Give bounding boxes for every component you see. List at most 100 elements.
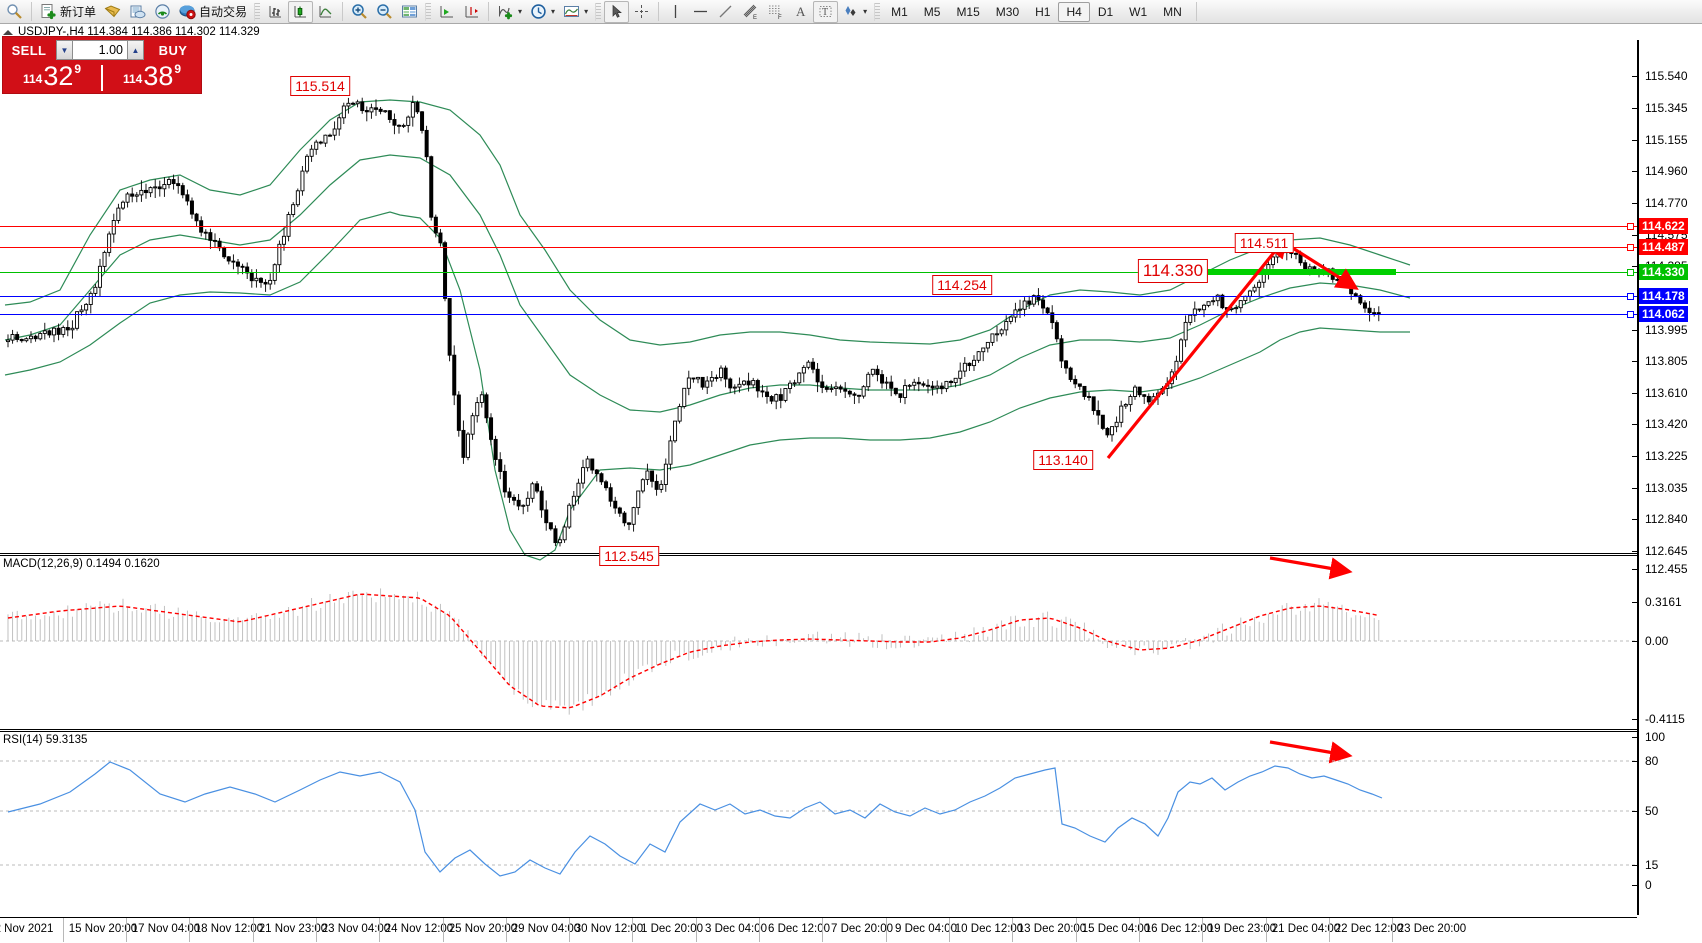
- one-click-trading-panel[interactable]: SELL ▼ 1.00 ▲ BUY 114 32 9 114 38 9: [2, 36, 202, 94]
- volume-decrement-button[interactable]: ▼: [56, 40, 73, 60]
- data-window-icon[interactable]: [397, 1, 422, 23]
- time-axis-tick-label: 13 Dec 20:00: [1017, 923, 1087, 935]
- text-label-icon[interactable]: T: [813, 0, 839, 23]
- candlestick-chart-icon[interactable]: [288, 0, 314, 23]
- sell-price[interactable]: 114 32 9: [3, 61, 101, 93]
- symbol-quote-text: USDJPY-,H4 114.384 114.386 114.302 114.3…: [18, 26, 260, 38]
- timeframe-w1[interactable]: W1: [1129, 4, 1148, 19]
- timeframe-m1[interactable]: M1: [891, 4, 908, 19]
- toolbar-grip-2[interactable]: [425, 2, 432, 21]
- time-axis-tick-label: 19 Dec 23:00: [1207, 923, 1277, 935]
- symbol-expand-icon[interactable]: [3, 29, 13, 35]
- time-axis-tick-label: 23 Dec 20:00: [1397, 923, 1467, 935]
- price-axis-line: [1637, 40, 1638, 915]
- print-preview-icon[interactable]: [125, 1, 150, 23]
- price-level-handle[interactable]: [1627, 269, 1634, 276]
- buy-price[interactable]: 114 38 9: [103, 62, 201, 93]
- new-order-button[interactable]: 新订单: [36, 1, 100, 23]
- buy-button[interactable]: BUY: [158, 42, 188, 58]
- chart-shift-icon[interactable]: [459, 1, 484, 23]
- price-annotation-label[interactable]: 115.514: [290, 76, 350, 96]
- axis-tick: [1632, 361, 1637, 362]
- templates-icon[interactable]: ▾: [559, 1, 592, 23]
- rsi-axis-tick-label: 80: [1645, 754, 1659, 768]
- timeframe-m15[interactable]: M15: [956, 4, 980, 19]
- auto-scroll-icon[interactable]: [434, 1, 459, 23]
- indicators-icon[interactable]: ▾: [493, 1, 526, 23]
- crosshair-icon[interactable]: [629, 1, 654, 23]
- objects-icon[interactable]: ▾: [838, 1, 871, 23]
- axis-tick: [1632, 519, 1637, 520]
- folder-icon[interactable]: [100, 1, 125, 23]
- timeframe-m30[interactable]: M30: [995, 4, 1020, 19]
- axis-tick: [1632, 641, 1637, 642]
- price-annotation-label[interactable]: 114.511: [1234, 233, 1294, 253]
- price-annotation-label[interactable]: 112.545: [599, 546, 659, 566]
- price-level-line[interactable]: [0, 247, 1637, 248]
- time-axis-tick: [949, 918, 950, 942]
- sell-price-main: 32: [43, 61, 74, 91]
- price-level-line[interactable]: [0, 314, 1637, 315]
- price-annotation-label[interactable]: 114.330: [1137, 259, 1209, 283]
- new-order-label: 新订单: [60, 5, 97, 19]
- zoom-in-icon[interactable]: [347, 1, 372, 23]
- price-axis-tick-label: 115.345: [1645, 101, 1688, 115]
- price-axis-tick-label: 113.610: [1645, 386, 1688, 400]
- timeframe-h1[interactable]: H1: [1035, 4, 1051, 19]
- volume-input[interactable]: 1.00: [73, 40, 127, 60]
- auto-trading-button[interactable]: 自动交易: [175, 1, 251, 23]
- price-annotation-label[interactable]: 114.254: [932, 275, 992, 295]
- trendline-icon[interactable]: [713, 1, 738, 23]
- time-axis-tick-label: 1 Dec 20:00: [640, 923, 704, 935]
- price-annotation-label[interactable]: 113.140: [1033, 450, 1093, 470]
- resistance-zone-marker[interactable]: [1191, 269, 1396, 275]
- time-axis-labels[interactable]: 2 Nov 2021 15 Nov 20:00 17 Nov 04:00 18 Nov…: [0, 918, 1637, 943]
- timeframe-h4[interactable]: H4: [1058, 1, 1090, 22]
- axis-tick: [1632, 737, 1637, 738]
- timeframe-d1[interactable]: D1: [1097, 4, 1114, 19]
- rsi-axis-tick-label: 15: [1645, 858, 1659, 872]
- timeframe-m5[interactable]: M5: [923, 4, 941, 19]
- zoom-out-icon[interactable]: [372, 1, 397, 23]
- horizontal-line-icon[interactable]: [688, 1, 713, 23]
- sell-button[interactable]: SELL: [11, 42, 47, 58]
- time-axis-tick-label: 7 Dec 20:00: [830, 923, 894, 935]
- toolbar-grip-4[interactable]: [874, 2, 881, 21]
- time-axis-tick-label: 17 Nov 04:00: [131, 923, 201, 935]
- equidistant-channel-icon[interactable]: E: [738, 1, 763, 23]
- volume-stepper[interactable]: ▼ 1.00 ▲: [56, 40, 144, 60]
- axis-tick: [1632, 865, 1637, 866]
- signals-icon[interactable]: [150, 1, 175, 23]
- fibonacci-icon[interactable]: F: [763, 1, 788, 23]
- price-level-line[interactable]: [0, 296, 1637, 297]
- time-axis-tick: [1076, 918, 1077, 942]
- text-icon[interactable]: A: [788, 1, 813, 23]
- price-level-handle[interactable]: [1627, 293, 1634, 300]
- price-divider: [101, 65, 103, 91]
- time-axis-tick: [126, 918, 127, 942]
- buy-price-prefix: 114: [122, 72, 143, 86]
- chart-area[interactable]: MACD(12,26,9) 0.1494 0.1620 RSI(14) 59.3…: [0, 40, 1702, 943]
- price-level-handle[interactable]: [1627, 311, 1634, 318]
- time-axis-tick-label: 23 Nov 04:00: [321, 923, 391, 935]
- price-level-line[interactable]: [0, 272, 1637, 273]
- time-axis-tick: [1329, 918, 1330, 942]
- sell-price-prefix: 114: [22, 72, 43, 86]
- price-level-handle[interactable]: [1627, 244, 1634, 251]
- cursor-icon[interactable]: [604, 0, 630, 23]
- price-level-handle[interactable]: [1627, 223, 1634, 230]
- time-axis-tick-label: 6 Dec 12:00: [767, 923, 831, 935]
- cursor-zoom-icon[interactable]: [2, 1, 27, 23]
- timeframe-mn[interactable]: MN: [1163, 4, 1182, 19]
- macd-chart: [0, 588, 1637, 715]
- bar-chart-icon[interactable]: [263, 1, 288, 23]
- line-chart-icon[interactable]: [313, 1, 338, 23]
- vertical-line-icon[interactable]: [663, 1, 688, 23]
- price-level-line[interactable]: [0, 226, 1637, 227]
- axis-tick: [1632, 424, 1637, 425]
- period-icon[interactable]: ▾: [526, 1, 559, 23]
- toolbar-grip-3[interactable]: [595, 2, 602, 21]
- volume-increment-button[interactable]: ▲: [127, 40, 144, 60]
- toolbar-grip[interactable]: [254, 2, 261, 21]
